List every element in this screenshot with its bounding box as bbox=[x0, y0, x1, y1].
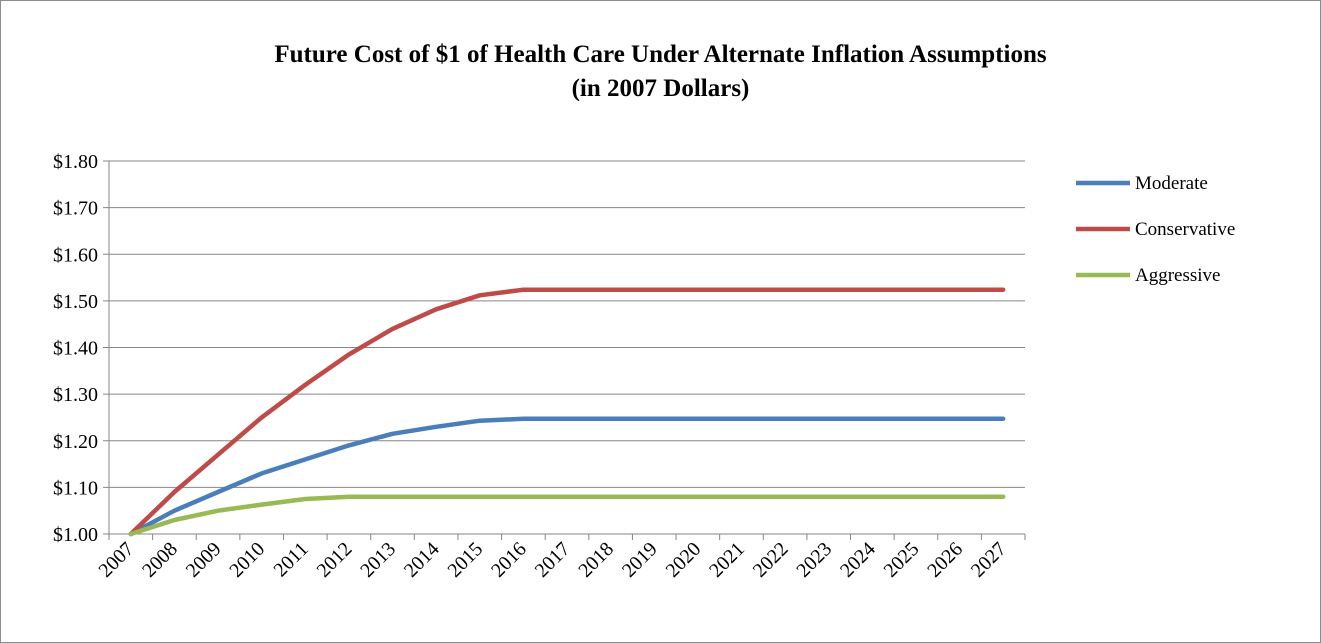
gridlines bbox=[109, 160, 1025, 488]
x-tick-label: 2024 bbox=[836, 538, 880, 582]
x-tick-label: 2014 bbox=[400, 538, 444, 582]
series-line-conservative bbox=[128, 287, 1006, 537]
y-axis-ticks: $1.00 $1.10 $1.20 $1.30 $1.40 $1.50 $1.60 $1.70… bbox=[53, 151, 109, 546]
x-tick-label: 2008 bbox=[138, 538, 182, 582]
y-tick-label: $1.80 bbox=[53, 151, 98, 173]
y-tick-label: $1.10 bbox=[53, 477, 98, 499]
x-tick-label: 2010 bbox=[225, 538, 269, 582]
x-tick-label: 2009 bbox=[182, 538, 226, 582]
legend-label: Conservative bbox=[1135, 219, 1235, 240]
x-tick-label: 2026 bbox=[923, 538, 967, 582]
y-tick-label: $1.50 bbox=[53, 291, 98, 313]
y-tick-label: $1.30 bbox=[53, 384, 98, 406]
series-line-aggressive bbox=[128, 494, 1006, 537]
chart-title: Future Cost of $1 of Health Care Under A… bbox=[274, 41, 1047, 68]
y-tick-label: $1.00 bbox=[53, 524, 98, 546]
x-tick-label: 2019 bbox=[618, 538, 662, 582]
x-tick-label: 2020 bbox=[662, 538, 706, 582]
x-tick-label: 2021 bbox=[705, 538, 749, 582]
x-tick-label: 2007 bbox=[95, 538, 139, 582]
chart-subtitle: (in 2007 Dollars) bbox=[571, 75, 750, 102]
x-tick-label: 2025 bbox=[880, 538, 924, 582]
legend-label: Moderate bbox=[1135, 173, 1208, 194]
x-tick-label: 2012 bbox=[313, 538, 357, 582]
x-tick-label: 2013 bbox=[356, 538, 400, 582]
x-tick-label: 2022 bbox=[749, 538, 793, 582]
y-tick-label: $1.40 bbox=[53, 338, 98, 360]
x-tick-label: 2023 bbox=[792, 538, 836, 582]
y-tick-label: $1.70 bbox=[53, 198, 98, 220]
x-tick-label: 2011 bbox=[269, 538, 312, 581]
x-axis-ticks: 2007 2008 2009 2010 2011 2012 2013 2014 2015 2016… bbox=[95, 534, 1026, 582]
x-tick-label: 2015 bbox=[443, 538, 487, 582]
legend-label: Aggressive bbox=[1135, 265, 1220, 286]
series-line-moderate bbox=[128, 416, 1006, 537]
y-tick-label: $1.60 bbox=[53, 244, 98, 266]
x-tick-label: 2027 bbox=[967, 538, 1011, 582]
y-tick-label: $1.20 bbox=[53, 431, 98, 453]
series-lines bbox=[128, 287, 1006, 537]
x-tick-label: 2016 bbox=[487, 538, 531, 582]
x-tick-label: 2018 bbox=[574, 538, 618, 582]
x-tick-label: 2017 bbox=[531, 538, 575, 582]
legend: Moderate Conservative Aggressive bbox=[1076, 173, 1235, 286]
